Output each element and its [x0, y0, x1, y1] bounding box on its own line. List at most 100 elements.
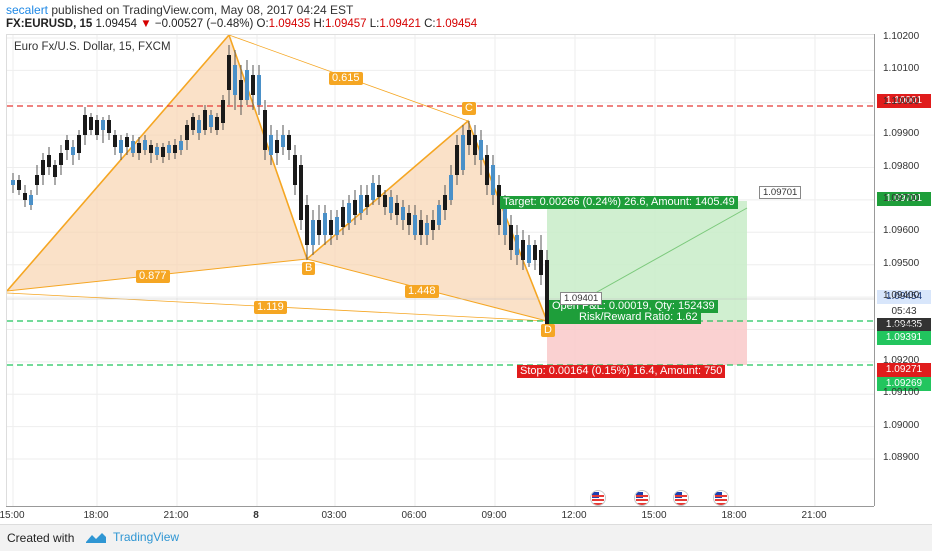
entry-price-box: 1.09401: [560, 292, 603, 305]
candle-body: [383, 195, 387, 207]
tradingview-logo-icon: [86, 533, 106, 543]
ratio-ac[interactable]: 0.615: [329, 72, 363, 85]
down-arrow-icon: ▼: [140, 18, 152, 30]
created-with-text: Created with: [7, 531, 75, 545]
time-axis[interactable]: 15:00 18:00 21:00 8 03:00 06:00 09:00 12:00 15:0…: [0, 506, 874, 525]
point-b-label[interactable]: B: [302, 262, 316, 275]
candle-body: [287, 135, 291, 150]
candle-body: [215, 117, 219, 130]
candle-body: [83, 115, 87, 135]
price-axis[interactable]: 1.10001 1.09701 1.09454 05:43 1.09435 1.…: [874, 31, 932, 506]
candle-body: [47, 155, 51, 167]
price-tick: 1.09800: [883, 160, 920, 172]
time-tick: 18:00: [721, 510, 747, 521]
candle-body: [305, 205, 309, 245]
price-tick: 1.09100: [883, 387, 920, 399]
change-value: −0.00527 (−0.48%): [154, 18, 254, 30]
close-label: C:: [424, 18, 436, 30]
candle-body: [389, 197, 393, 213]
price-tick: 1.09900: [883, 128, 920, 140]
candle-body: [257, 75, 261, 105]
price-tick: 1.09200: [883, 354, 920, 366]
time-tick: 03:00: [321, 510, 347, 521]
point-d-label[interactable]: D: [541, 324, 555, 337]
candle-body: [395, 203, 399, 215]
chart-pane[interactable]: C B D 0.615 0.877 1.448 1.119 Target: 0.…: [6, 34, 875, 507]
candle-body: [35, 175, 39, 185]
candle-body: [281, 135, 285, 147]
us-flag-icon[interactable]: [673, 490, 689, 506]
us-flag-icon[interactable]: [713, 490, 729, 506]
candle-body: [533, 245, 537, 260]
point-c-label[interactable]: C: [462, 102, 476, 115]
candle-body: [197, 120, 201, 133]
candle-body: [137, 143, 141, 153]
target-label[interactable]: Target: 0.00266 (0.24%) 26.6, Amount: 14…: [500, 196, 738, 209]
candle-body: [125, 137, 129, 147]
candle-body: [113, 135, 117, 147]
stop-band-price-label: 1.09391: [877, 331, 931, 345]
price-plot[interactable]: [7, 35, 875, 507]
price-tick: 1.09600: [883, 225, 920, 237]
candle-body: [263, 110, 267, 150]
time-tick: 09:00: [481, 510, 507, 521]
low-label: L:: [369, 18, 380, 30]
candle-body: [203, 110, 207, 130]
time-tick: 18:00: [83, 510, 109, 521]
candle-body: [275, 140, 279, 153]
ohlc-line: FX:EURUSD, 15 1.09454 ▼ −0.00527 (−0.48%…: [6, 18, 477, 30]
time-tick: 21:00: [163, 510, 189, 521]
target-price-label: 1.09701: [877, 191, 931, 206]
low-value: 1.09421: [379, 18, 421, 30]
candle-body: [419, 220, 423, 235]
candle-body: [209, 115, 213, 127]
candle-body: [323, 213, 327, 235]
candle-body: [431, 220, 435, 230]
candle-body: [407, 213, 411, 225]
candle-body: [41, 160, 45, 175]
ratio-xb[interactable]: 0.877: [136, 270, 170, 283]
candle-body: [239, 80, 243, 100]
entry-price-label: 1.09435: [877, 318, 931, 332]
candle-body: [191, 117, 195, 130]
us-flag-icon[interactable]: [590, 490, 606, 506]
candle-body: [59, 153, 63, 165]
ratio-xd[interactable]: 1.119: [254, 301, 287, 314]
tradingview-brand[interactable]: TradingView: [113, 530, 180, 544]
candle-body: [119, 140, 123, 153]
candle-body: [341, 207, 345, 227]
candle-body: [149, 145, 153, 153]
candle-body: [443, 195, 447, 210]
candle-body: [11, 180, 15, 185]
candle-body: [311, 220, 315, 245]
stop-label[interactable]: Stop: 0.00164 (0.15%) 16.4, Amount: 750: [517, 365, 726, 378]
candle-body: [479, 140, 483, 160]
candle-body: [185, 125, 189, 140]
candle-body: [509, 225, 513, 250]
us-flag-icon[interactable]: [634, 490, 650, 506]
candle-body: [155, 147, 159, 155]
candle-body: [377, 185, 381, 197]
candle-body: [539, 250, 543, 275]
price-tick: 1.10000: [883, 95, 920, 107]
candle-body: [371, 183, 375, 200]
author-link[interactable]: secalert: [6, 3, 49, 17]
candle-body: [491, 165, 495, 195]
candle-body: [29, 195, 33, 205]
time-tick: 15:00: [641, 510, 667, 521]
ratio-bd[interactable]: 1.448: [405, 285, 439, 298]
symbol-label: FX:EURUSD, 15: [6, 18, 93, 30]
candle-body: [221, 100, 225, 123]
price-tick: 1.10100: [883, 63, 920, 75]
candle-body: [179, 141, 183, 150]
candle-body: [161, 147, 165, 157]
rr-label[interactable]: Risk/Reward Ratio: 1.62: [549, 311, 701, 324]
candle-body: [107, 120, 111, 133]
candle-body: [269, 135, 273, 155]
time-tick: 06:00: [401, 510, 427, 521]
xab-triangle: [7, 35, 307, 291]
candle-body: [95, 120, 99, 135]
open-value: 1.09435: [268, 18, 311, 30]
candle-body: [299, 165, 303, 220]
candle-body: [401, 207, 405, 220]
